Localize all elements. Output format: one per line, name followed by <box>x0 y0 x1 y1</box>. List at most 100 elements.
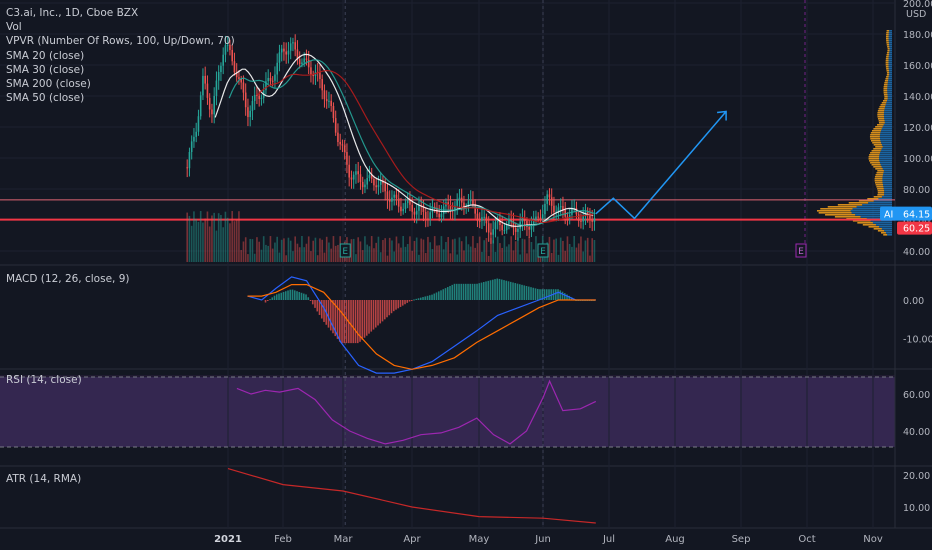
vpvr-bar-down <box>870 138 881 140</box>
macd-histogram-bar <box>428 295 431 300</box>
candle-body <box>289 43 292 51</box>
candle-body <box>366 178 368 185</box>
vpvr-bar-up <box>888 56 892 58</box>
vpvr-bar-down <box>857 222 873 224</box>
volume-bar <box>303 247 305 262</box>
volume-bar <box>393 251 395 262</box>
volume-bar <box>573 236 575 262</box>
volume-bar <box>271 248 274 262</box>
candle-body <box>530 225 533 230</box>
volume-bar <box>244 237 247 262</box>
candle-body <box>501 225 503 231</box>
indicator-sma20[interactable]: SMA 20 (close) <box>6 49 85 62</box>
macd-histogram-bar <box>307 297 310 300</box>
vpvr-bar-down <box>874 180 883 182</box>
vpvr-bar-down <box>877 188 884 190</box>
macd-histogram-bar <box>534 288 537 300</box>
vpvr-bar-down <box>848 202 869 204</box>
vpvr-bar-up <box>870 220 892 222</box>
vpvr-bar-up <box>879 152 892 154</box>
vpvr-bar-down <box>877 190 885 192</box>
indicator-vol[interactable]: Vol <box>6 21 22 34</box>
rsi-label[interactable]: RSI (14, close) <box>6 374 82 386</box>
macd-histogram-bar <box>341 300 343 344</box>
candle-body <box>188 151 191 169</box>
volume-bar <box>422 239 425 262</box>
candle-body <box>208 97 211 110</box>
candle-body <box>202 75 204 96</box>
volume-bar <box>249 238 251 262</box>
atr-label[interactable]: ATR (14, RMA) <box>6 473 82 485</box>
macd-histogram-bar <box>345 300 348 344</box>
time-tick-label: Jul <box>602 534 615 545</box>
volume-bar <box>231 211 233 262</box>
macd-histogram-bar <box>300 292 303 300</box>
volume-bar <box>379 252 382 262</box>
candle-body <box>233 61 236 73</box>
volume-bar <box>492 240 494 262</box>
volume-bar <box>274 242 276 262</box>
candle-body <box>555 211 557 213</box>
sma50-line <box>256 69 594 223</box>
vpvr-bar-up <box>881 196 892 198</box>
macd-histogram-bar <box>397 300 400 309</box>
macd-histogram-bar <box>559 290 562 300</box>
vpvr-bar-down <box>867 198 879 200</box>
volume-bar <box>253 253 256 262</box>
macd-histogram-bar <box>278 293 280 300</box>
vpvr-bar-down <box>887 46 890 48</box>
vpvr-bar-down <box>883 88 888 90</box>
vpvr-bar-up <box>878 198 892 200</box>
macd-histogram-bar <box>332 300 334 334</box>
candle-body <box>472 199 474 205</box>
vpvr-bar-down <box>885 78 889 80</box>
symbol-title[interactable]: C3.ai, Inc., 1D, Cboe BZX <box>6 7 139 19</box>
macd-label[interactable]: MACD (12, 26, close, 9) <box>6 273 130 285</box>
macd-histogram-bar <box>408 300 411 302</box>
volume-bar <box>314 237 317 262</box>
macd-histogram-bar <box>302 293 305 300</box>
candle-body <box>348 164 350 178</box>
candle-body <box>325 99 328 102</box>
vpvr-bar-up <box>881 144 892 146</box>
candle-body <box>508 219 510 225</box>
candle-body <box>460 197 463 203</box>
macd-tick-label: -10.00 <box>903 335 932 346</box>
vpvr-bar-down <box>871 130 881 132</box>
candle-body <box>494 222 497 230</box>
volume-bar <box>593 239 596 262</box>
vpvr-bar-down <box>862 224 876 226</box>
macd-histogram-bar <box>359 300 361 342</box>
vpvr-bar-down <box>874 178 883 180</box>
candle-body <box>328 100 330 102</box>
vpvr-bar-down <box>884 80 889 82</box>
macd-histogram-bar <box>395 300 397 310</box>
candle-body <box>557 207 560 212</box>
time-tick-label: Nov <box>863 534 883 545</box>
vpvr-bar-up <box>879 226 892 228</box>
candle-body <box>447 202 449 205</box>
vpvr-bar-down <box>820 208 853 210</box>
volume-bar <box>278 252 281 262</box>
earnings-marker-label: E <box>342 247 348 257</box>
indicator-sma200[interactable]: SMA 200 (close) <box>6 78 91 91</box>
indicator-vpvr[interactable]: VPVR (Number Of Rows, 100, Up/Down, 70) <box>6 35 235 48</box>
macd-histogram-bar <box>494 279 496 300</box>
volume-bar <box>337 244 339 262</box>
vpvr-bar-up <box>888 68 892 70</box>
macd-histogram-bar <box>554 289 557 300</box>
candle-body <box>553 205 555 213</box>
macd-histogram-bar <box>386 300 388 318</box>
volume-bar <box>375 242 377 262</box>
volume-bar <box>357 237 359 262</box>
indicator-sma30[interactable]: SMA 30 (close) <box>6 63 85 76</box>
candle-body <box>559 206 562 208</box>
volume-bar <box>298 247 301 262</box>
time-tick-label: Jun <box>534 534 551 545</box>
volume-bar <box>366 244 368 262</box>
candle-body <box>586 212 589 214</box>
macd-histogram-bar <box>422 297 424 300</box>
vpvr-bar-up <box>888 64 892 66</box>
indicator-sma50[interactable]: SMA 50 (close) <box>6 92 85 105</box>
